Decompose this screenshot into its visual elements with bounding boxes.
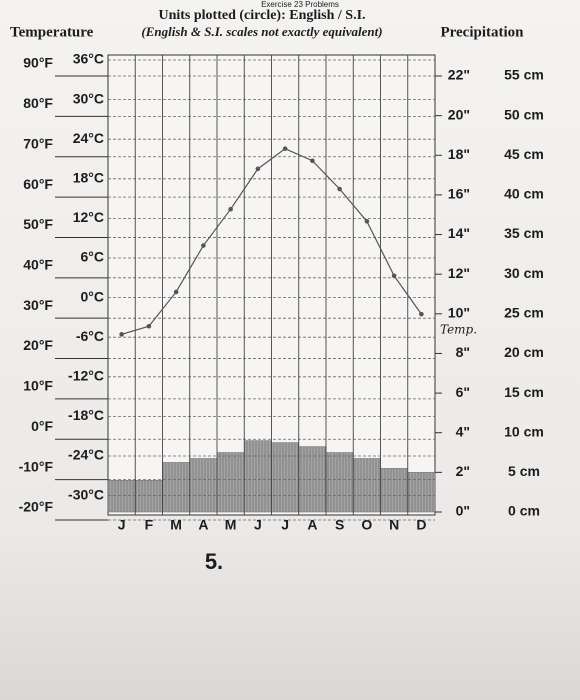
cm-label: 40 cm [504,186,544,202]
y-tick-label: 80°F [23,95,53,111]
temperature-point [119,332,124,337]
y2-axis-label: Precipitation [440,24,524,40]
y-tick-label: 70°F [23,135,53,151]
cm-label: 0 cm [508,503,540,519]
x-tick-label: J [281,517,289,533]
x-tick-label: M [170,517,182,533]
y2-tick-label: 8" [456,344,470,360]
temperature-point [146,323,152,329]
precip-bar [134,479,163,513]
y2-tick-label: 18" [448,146,470,162]
x-tick-label: N [389,517,399,533]
y-tick-label: 20°F [23,337,53,353]
y-tick-label: 40°F [23,257,53,273]
subtitle: (English & S.I. scales not exactly equiv… [141,24,382,39]
temperature-point [173,289,179,295]
temperature-point [310,158,315,164]
x-tick-label: O [361,517,372,533]
y2-tick-label: 6" [456,384,470,400]
x-tick-label: A [198,517,208,533]
celsius-tick-label: -6°C [76,328,104,344]
temperature-line [121,147,422,335]
cm-label: 5 cm [508,463,540,479]
celsius-tick-label: 24°C [73,130,104,146]
y-tick-label: 0°F [31,418,53,434]
cm-label: 35 cm [504,225,544,241]
precip-bar [407,472,436,513]
precip-bar [189,458,218,513]
celsius-tick-label: 18°C [73,170,104,186]
cm-label: 20 cm [504,344,544,360]
y-axis-label: Temperature [10,24,94,40]
precip-bar [352,458,381,513]
temperature-point [282,146,288,151]
x-tick-label: S [335,517,344,533]
celsius-tick-label: 12°C [73,209,104,225]
x-tick-label: A [307,517,317,533]
y2-tick-label: 14" [448,225,470,241]
temperature-point [255,166,261,172]
precip-bar [271,442,300,513]
cm-label: 10 cm [504,423,544,439]
precip-bar [298,446,327,513]
precip-bar [107,479,136,513]
temperature-point [228,206,233,212]
y2-tick-label: 0" [456,503,470,519]
temperature-point [419,311,424,317]
y-tick-label: 90°F [23,55,53,71]
celsius-tick-label: -30°C [68,486,104,502]
temperature-point [391,273,397,279]
x-tick-label: D [416,517,426,533]
y-tick-label: 50°F [23,216,53,232]
celsius-tick-label: 30°C [73,90,104,106]
y2-tick-label: 10" [448,305,470,321]
y-tick-label: 30°F [23,297,53,313]
temperature-point [337,186,342,192]
precip-bar [325,452,354,513]
cm-label: 45 cm [504,146,544,162]
cm-label: 30 cm [504,265,544,281]
celsius-tick-label: 6°C [81,249,105,265]
celsius-tick-label: 0°C [81,288,105,304]
y2-tick-label: 4" [456,423,470,439]
y2-tick-label: 12" [448,265,470,281]
celsius-tick-label: -18°C [68,407,104,423]
y2-tick-label: 22" [448,67,470,83]
celsius-tick-label: -24°C [68,447,104,463]
x-tick-label: F [145,517,154,533]
header: Exercise 23 Problems [261,0,339,9]
temperature-point [364,219,370,224]
precip-bar [162,462,191,513]
celsius-tick-label: 36°C [73,51,104,67]
x-tick-label: J [254,517,262,533]
y2-tick-label: 2" [456,463,470,479]
figure-number: 5. [205,549,223,574]
y-tick-label: -20°F [19,499,54,515]
cm-label: 15 cm [504,384,544,400]
cm-label: 25 cm [504,305,544,321]
cm-label: 55 cm [504,67,544,83]
temperature-point [201,243,206,248]
cm-label: 50 cm [504,106,544,122]
precip-bar [216,452,245,513]
temp-annotation: Temp. [440,323,477,337]
precip-bar [243,440,272,513]
y-tick-label: 10°F [23,378,53,394]
y2-tick-label: 20" [448,106,470,122]
chart-title: Units plotted (circle): English / S.I. [158,8,365,23]
celsius-tick-label: -12°C [68,368,104,384]
y2-tick-label: 16" [448,186,470,202]
x-tick-label: M [225,517,237,533]
y-tick-label: -10°F [19,458,54,474]
y-tick-label: 60°F [23,176,53,192]
precip-bar [380,468,409,513]
x-tick-label: J [118,517,126,533]
